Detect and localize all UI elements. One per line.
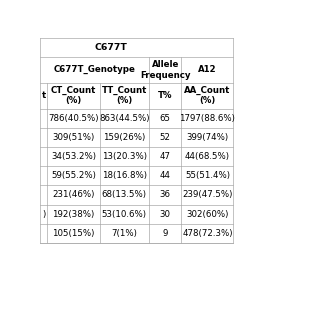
Text: 159(26%): 159(26%) (103, 133, 146, 142)
Text: C677T: C677T (94, 43, 127, 52)
Text: 44(68.5%): 44(68.5%) (185, 152, 230, 161)
Text: 59(55.2%): 59(55.2%) (51, 171, 96, 180)
Text: 399(74%): 399(74%) (186, 133, 228, 142)
Text: T%: T% (158, 91, 172, 100)
Text: 105(15%): 105(15%) (52, 229, 95, 238)
Text: 7(1%): 7(1%) (111, 229, 137, 238)
Text: 44: 44 (160, 171, 171, 180)
Text: Allele
Frequency: Allele Frequency (140, 60, 190, 79)
Text: A12: A12 (198, 65, 217, 74)
Text: 52: 52 (160, 133, 171, 142)
Text: 47: 47 (160, 152, 171, 161)
Text: 9: 9 (163, 229, 168, 238)
Text: 239(47.5%): 239(47.5%) (182, 190, 233, 199)
Text: 65: 65 (160, 114, 171, 123)
Text: 34(53.2%): 34(53.2%) (51, 152, 96, 161)
Text: C677T_Genotype: C677T_Genotype (54, 65, 135, 74)
Text: 55(51.4%): 55(51.4%) (185, 171, 230, 180)
Text: t: t (42, 91, 46, 100)
Text: 302(60%): 302(60%) (186, 210, 228, 219)
Text: CT_Count
(%): CT_Count (%) (51, 86, 96, 106)
Text: TT_Count
(%): TT_Count (%) (102, 86, 147, 106)
Text: 309(51%): 309(51%) (52, 133, 95, 142)
Text: 13(20.3%): 13(20.3%) (102, 152, 147, 161)
Text: 478(72.3%): 478(72.3%) (182, 229, 233, 238)
Text: 786(40.5%): 786(40.5%) (48, 114, 99, 123)
Text: ): ) (42, 210, 45, 219)
Text: 1797(88.6%): 1797(88.6%) (180, 114, 235, 123)
Text: 53(10.6%): 53(10.6%) (102, 210, 147, 219)
Text: 36: 36 (160, 190, 171, 199)
Text: 68(13.5%): 68(13.5%) (102, 190, 147, 199)
Text: 231(46%): 231(46%) (52, 190, 95, 199)
Text: AA_Count
(%): AA_Count (%) (184, 86, 231, 106)
Text: 18(16.8%): 18(16.8%) (102, 171, 147, 180)
Text: 30: 30 (160, 210, 171, 219)
Text: 192(38%): 192(38%) (52, 210, 95, 219)
Text: 863(44.5%): 863(44.5%) (99, 114, 149, 123)
